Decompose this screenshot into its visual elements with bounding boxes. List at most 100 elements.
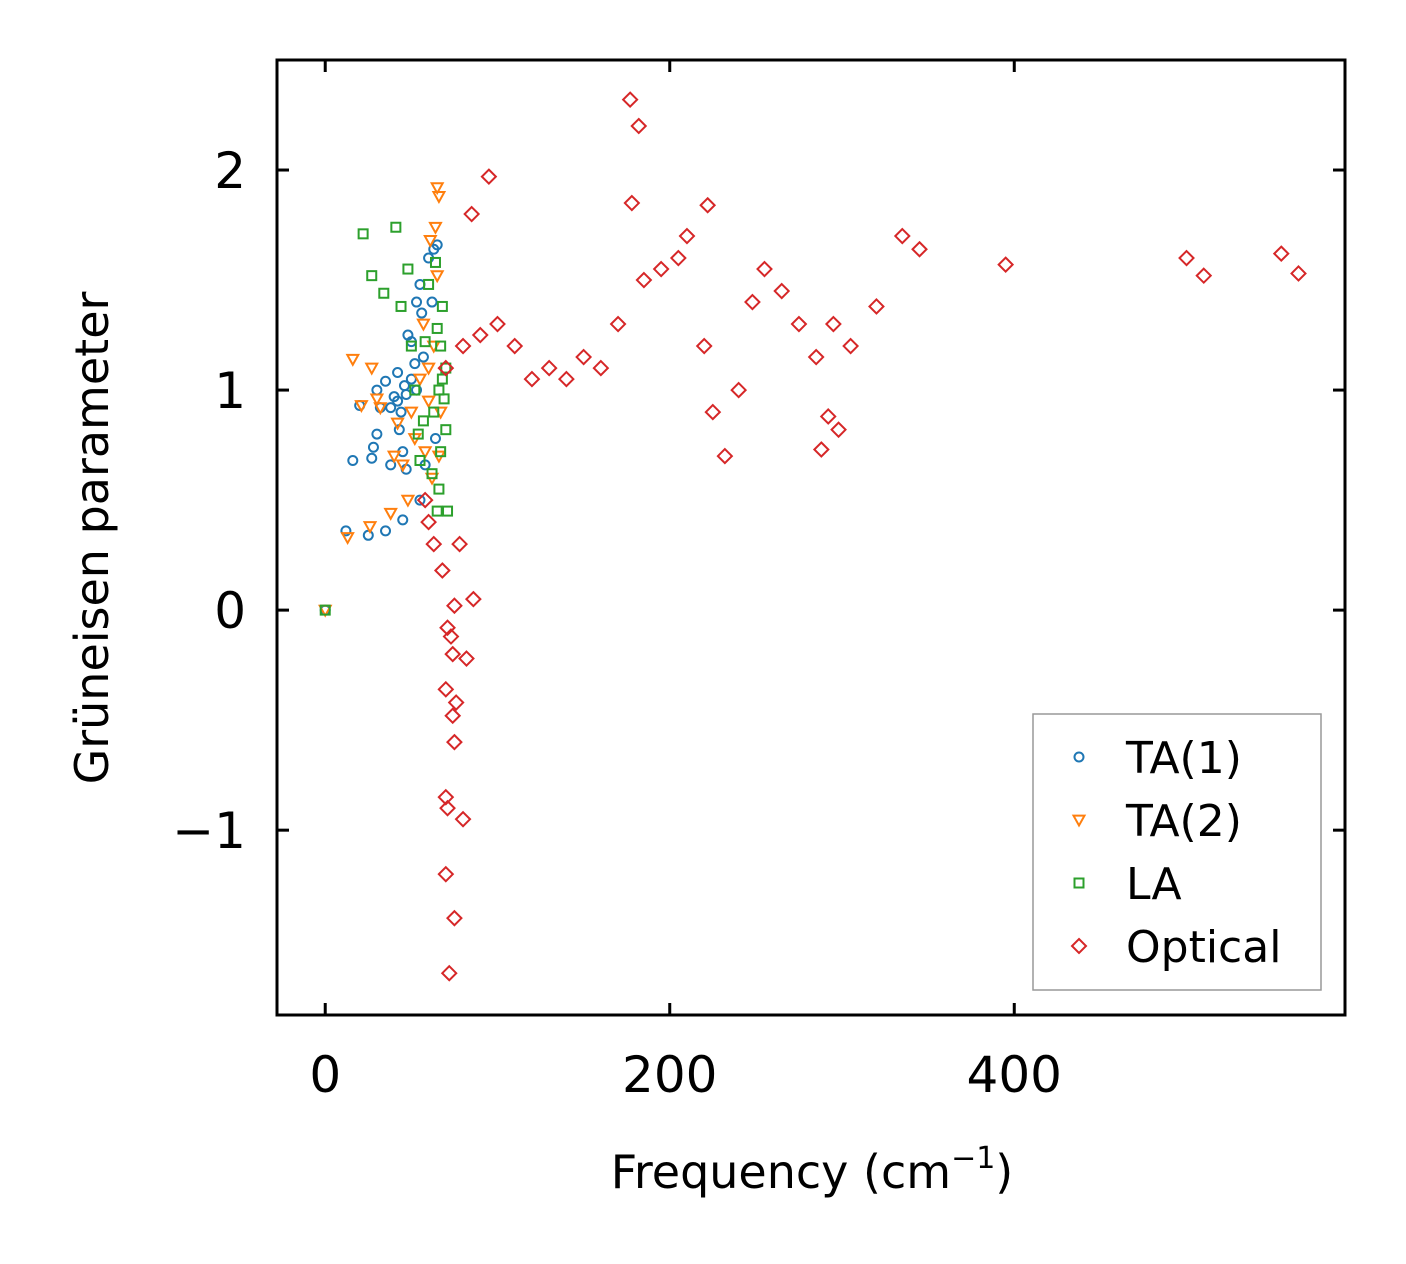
y-tick-label: −1	[172, 802, 246, 860]
data-point-square	[431, 505, 443, 517]
data-point-diamond	[609, 315, 627, 333]
data-point-diamond	[437, 865, 455, 883]
data-point-triangle	[431, 191, 447, 204]
data-point-square	[409, 384, 421, 396]
data-point-triangle	[345, 353, 360, 367]
data-point-square	[419, 336, 431, 348]
data-point-diamond	[439, 619, 456, 637]
data-point-circle	[392, 366, 404, 378]
data-point-square	[429, 256, 441, 268]
data-point-diamond	[444, 707, 462, 725]
data-point-triangle	[430, 270, 445, 284]
data-point-triangle	[340, 532, 355, 546]
data-point-triangle	[369, 393, 385, 407]
data-point-diamond	[440, 964, 458, 982]
data-point-diamond	[704, 403, 722, 421]
data-point-diamond	[458, 650, 475, 667]
data-point-diamond	[807, 348, 825, 366]
data-point-square	[442, 505, 454, 517]
data-point-diamond	[451, 535, 469, 553]
data-point-square	[412, 428, 424, 440]
legend-label-ta2: TA(2)	[1125, 796, 1242, 847]
data-point-triangle	[404, 406, 419, 420]
data-point-diamond	[790, 315, 808, 333]
data-point-triangle	[400, 494, 416, 508]
data-point-diamond	[446, 733, 463, 751]
legend-box	[1032, 713, 1322, 991]
data-point-circle	[411, 296, 423, 308]
data-point-diamond	[464, 590, 482, 608]
data-point-diamond	[830, 421, 847, 439]
data-point-circle	[431, 239, 443, 251]
x-axis-label-superscript: −1	[951, 1141, 995, 1176]
data-point-diamond	[471, 326, 489, 344]
data-point-triangle	[395, 459, 410, 473]
data-point-diamond	[695, 337, 713, 355]
data-point-diamond	[557, 370, 575, 388]
data-point-diamond	[911, 240, 928, 258]
data-point-triangle	[386, 450, 402, 464]
x-axis-label-main: Frequency (cm	[611, 1145, 951, 1199]
data-point-diamond	[716, 447, 734, 465]
y-tick-label: 2	[214, 142, 246, 200]
data-point-triangle	[373, 402, 388, 416]
data-point-diamond	[730, 381, 748, 399]
legend-label-ta1: TA(1)	[1125, 733, 1242, 784]
data-point-triangle	[364, 362, 379, 376]
data-point-diamond	[446, 597, 463, 615]
data-point-circle	[385, 459, 397, 471]
data-point-triangle	[383, 507, 398, 521]
data-point-diamond	[842, 337, 860, 355]
data-point-circle	[417, 351, 429, 363]
y-tick-label: 0	[214, 582, 246, 640]
legend-marker-circle	[1073, 751, 1085, 763]
data-point-diamond	[621, 91, 639, 109]
data-point-diamond	[425, 535, 443, 553]
series-optical	[416, 91, 1307, 982]
data-point-diamond	[523, 370, 541, 388]
data-point-triangle	[362, 521, 378, 535]
data-point-diamond	[819, 408, 837, 425]
x-tick-label: 0	[309, 1046, 341, 1104]
data-point-circle	[395, 406, 407, 418]
data-point-triangle	[417, 446, 433, 460]
legend-marker-diamond	[1070, 937, 1088, 955]
data-point-circle	[392, 395, 404, 407]
data-point-circle	[366, 452, 378, 464]
data-point-diamond	[446, 909, 463, 927]
data-point-square	[436, 300, 448, 312]
data-point-diamond	[652, 260, 670, 278]
data-point-diamond	[1290, 265, 1307, 282]
data-point-triangle	[421, 395, 436, 409]
data-point-square	[390, 221, 402, 233]
data-point-diamond	[454, 810, 472, 828]
data-point-square	[414, 454, 426, 466]
legend-label-la: LA	[1126, 859, 1182, 910]
data-point-square	[431, 322, 443, 334]
data-point-circle	[371, 428, 383, 440]
x-axis-label-close: )	[995, 1145, 1013, 1199]
data-point-square	[357, 228, 369, 240]
data-point-diamond	[506, 337, 524, 355]
data-point-circle	[409, 358, 421, 370]
data-point-square	[378, 287, 390, 299]
data-point-circle	[414, 494, 426, 506]
data-point-circle	[429, 432, 441, 444]
data-point-diamond	[756, 260, 773, 278]
data-point-triangle	[428, 221, 443, 235]
data-point-square	[417, 415, 429, 427]
data-point-diamond	[635, 271, 653, 289]
data-point-square	[435, 446, 447, 458]
data-point-square	[440, 362, 452, 374]
data-point-diamond	[997, 256, 1015, 274]
data-point-diamond	[454, 337, 472, 355]
data-point-diamond	[575, 348, 593, 366]
data-point-diamond	[437, 359, 455, 377]
data-point-circle	[347, 454, 359, 466]
y-axis-label: Grüneisen parameter	[65, 291, 119, 784]
data-point-triangle	[390, 417, 405, 431]
data-point-triangle	[354, 400, 369, 414]
data-point-circle	[397, 514, 409, 526]
data-point-diamond	[480, 168, 498, 186]
